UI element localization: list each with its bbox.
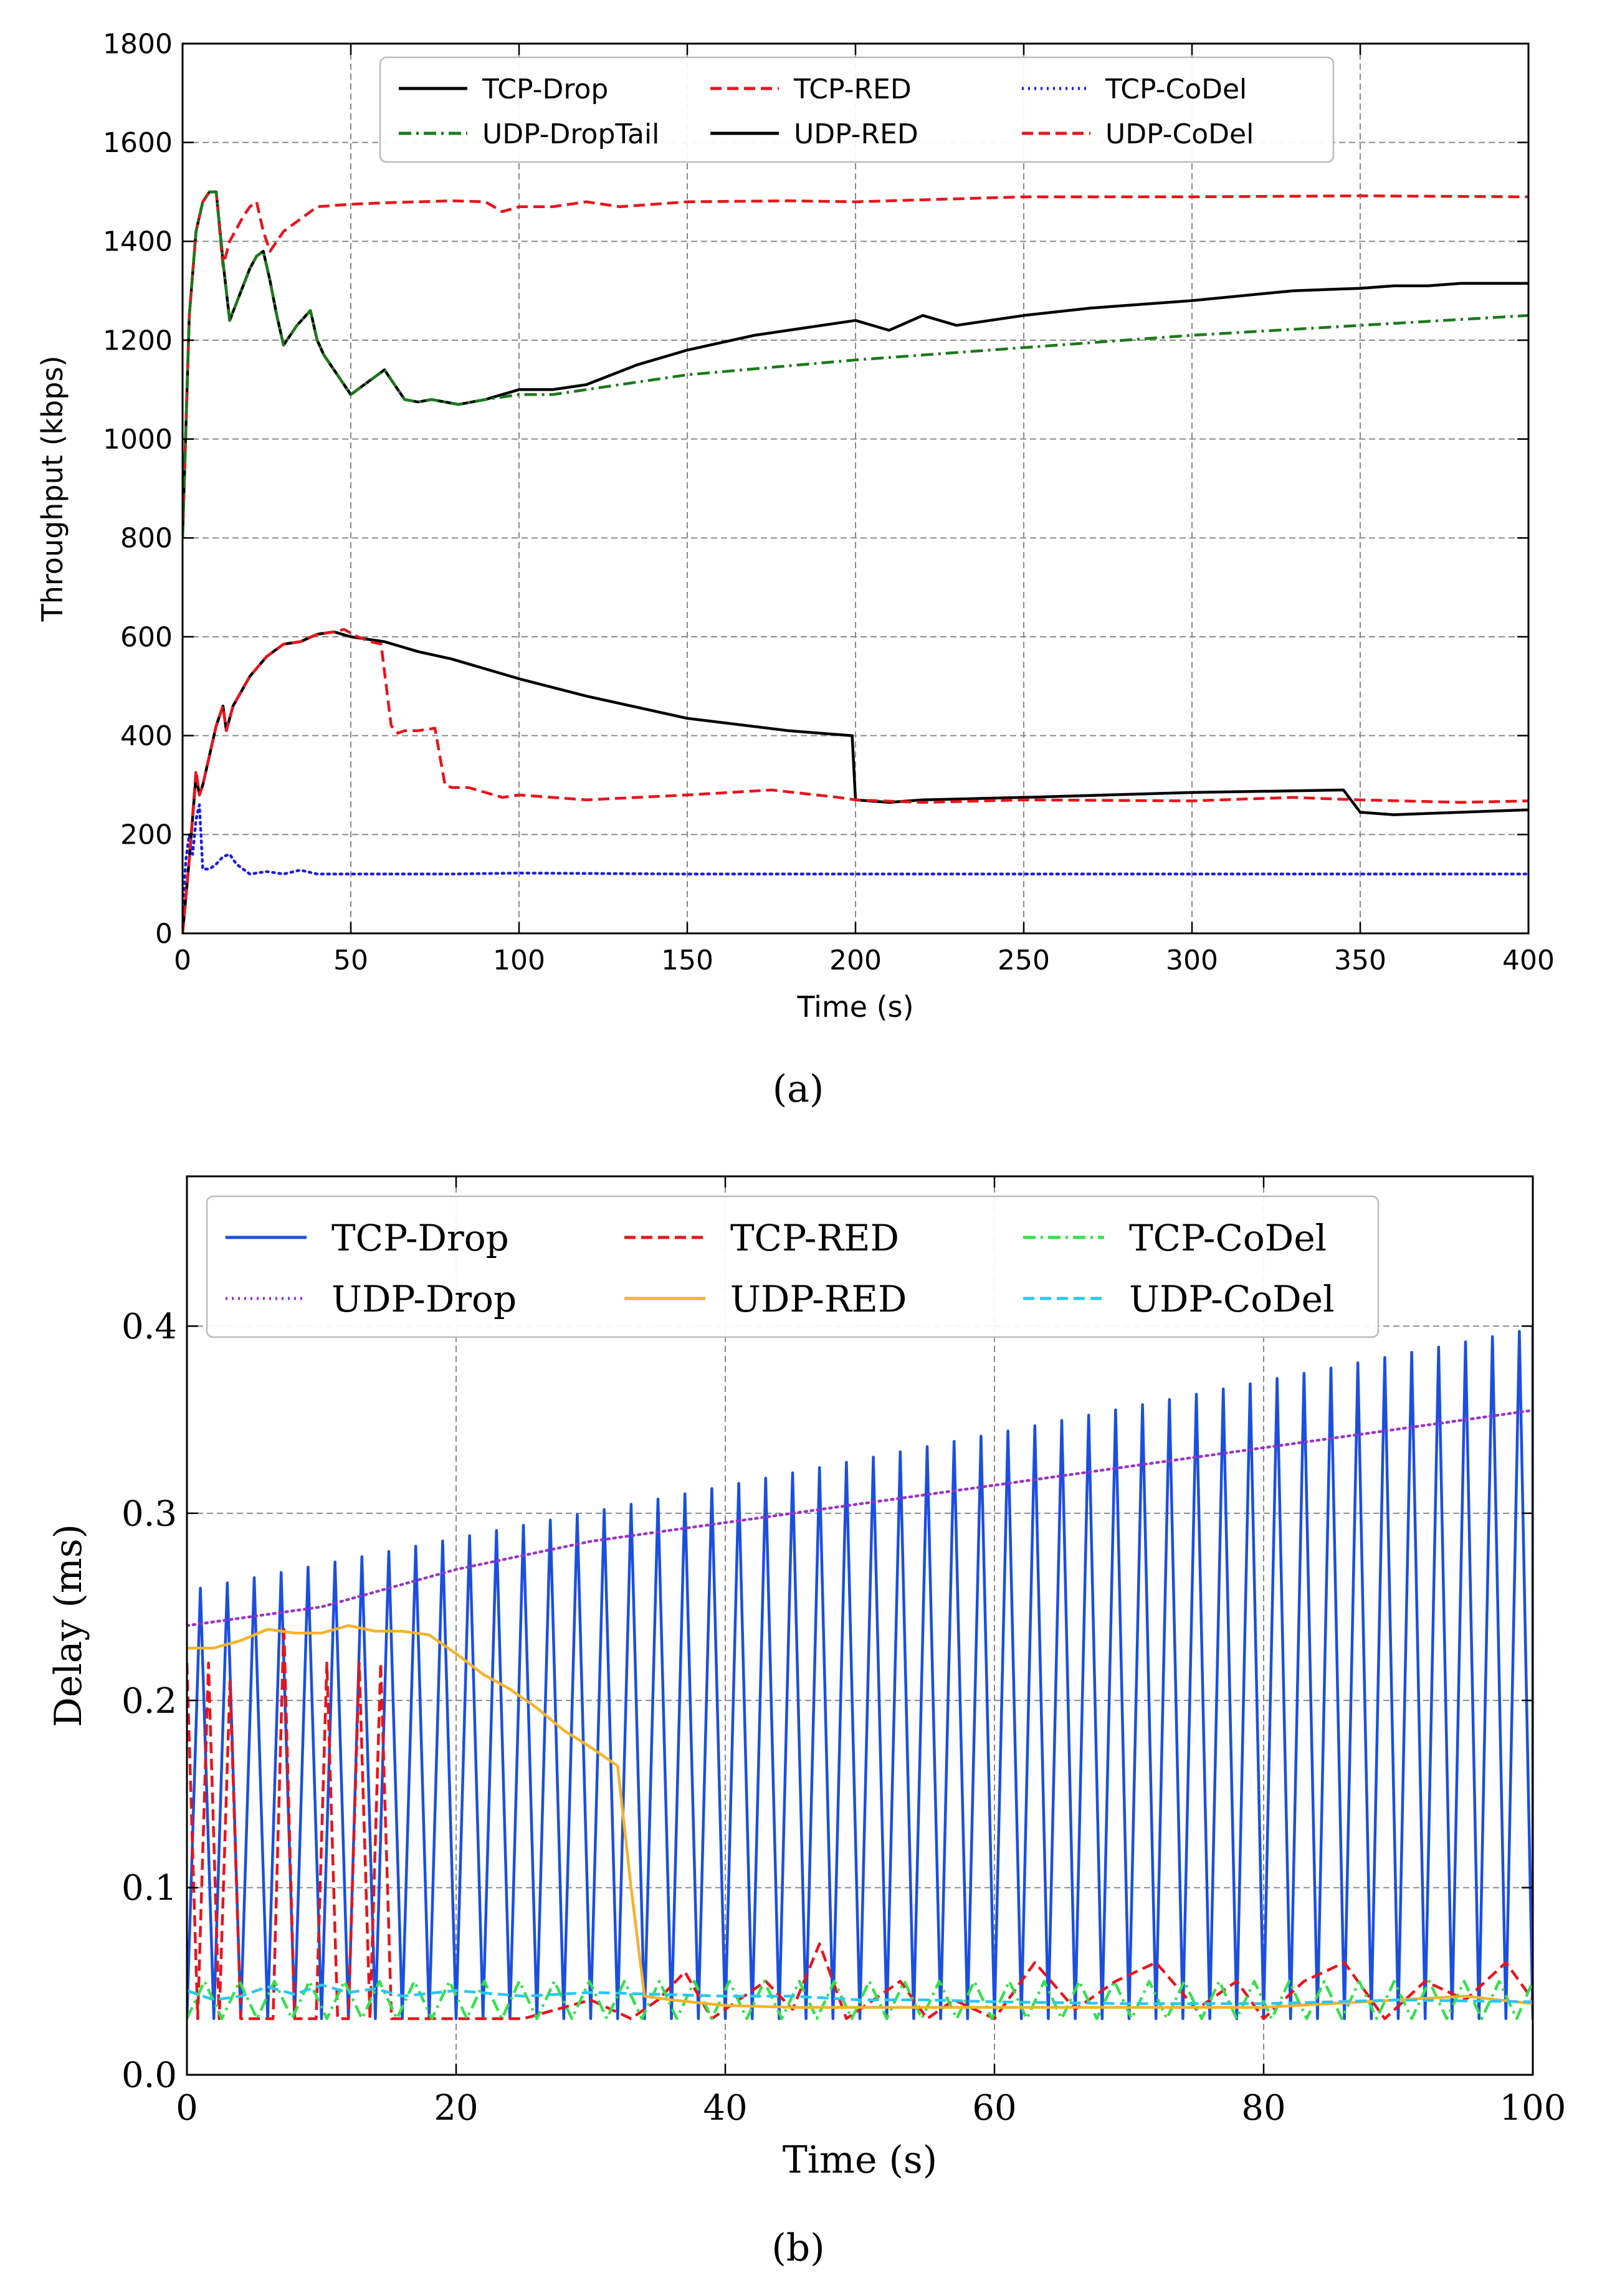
series-line-udp-drop [187, 1409, 1533, 1627]
legend-box [379, 56, 1335, 163]
throughput-chart-ylabel: Throughput (kbps) [36, 356, 69, 622]
y-tick-label: 1200 [103, 325, 173, 356]
x-tick-label: 100 [493, 945, 545, 976]
delay-chart-frame [186, 1175, 1534, 2076]
panel-a-caption: (a) [773, 1067, 824, 1111]
legend-label: TCP-Drop [482, 74, 608, 105]
throughput-chart: 0 50 100 150 200 250 300 350 400 0 200 400 600 800 100… [36, 28, 1555, 1111]
series-line-tcp-red [183, 190, 1528, 538]
throughput-chart-ticks: 0 50 100 150 200 250 300 350 400 0 200 400 600 800 100… [103, 28, 1555, 976]
y-tick-label: 0.0 [122, 2055, 177, 2096]
x-tick-label: 40 [703, 2088, 747, 2128]
legend-label: UDP-CoDel [1129, 1278, 1335, 1320]
throughput-chart-legend: TCP-Drop TCP-RED TCP-CoDel UDP-DropTail UDP-… [379, 56, 1335, 163]
y-tick-label: 0.1 [122, 1868, 177, 1908]
series-line-udp-red [187, 1624, 1533, 2009]
y-tick-label: 0.2 [122, 1681, 177, 1722]
delay-chart-ticks: 0 20 40 60 80 100 0.0 0.1 0.2 0.3 0.4 [122, 1176, 1566, 2128]
x-tick-label: 300 [1166, 945, 1218, 976]
y-tick-label: 0.3 [122, 1493, 177, 1534]
throughput-chart-series [183, 190, 1528, 933]
x-tick-label: 350 [1334, 945, 1386, 976]
legend-label: TCP-Drop [331, 1217, 509, 1259]
series-line-tcp-drop [187, 1326, 1533, 2021]
x-tick-label: 150 [661, 945, 713, 976]
x-tick-label: 20 [434, 2088, 478, 2128]
series-line-udp-codel [183, 627, 1528, 933]
y-tick-label: 1000 [103, 424, 173, 455]
legend-label: UDP-Drop [331, 1278, 517, 1320]
x-tick-label: 60 [972, 2088, 1016, 2128]
series-line-udp-droptail [183, 190, 1528, 538]
x-tick-label: 0 [174, 945, 191, 976]
series-line-tcp-red [187, 1624, 1533, 2021]
y-tick-label: 400 [120, 720, 173, 752]
y-tick-label: 1800 [103, 28, 173, 60]
x-tick-label: 250 [998, 945, 1050, 976]
series-line-udp-codel [187, 1983, 1533, 2006]
y-tick-label: 600 [120, 621, 173, 653]
delay-chart-ylabel: Delay (ms) [47, 1524, 90, 1727]
x-tick-label: 200 [829, 945, 882, 976]
y-tick-label: 800 [120, 523, 173, 555]
y-tick-label: 0.4 [122, 1307, 177, 1347]
legend-label: TCP-CoDel [1105, 74, 1247, 105]
panel-b-caption: (b) [771, 2226, 824, 2270]
delay-chart: 0 20 40 60 80 100 0.0 0.1 0.2 0.3 0.4 Time (s) Del… [47, 1175, 1566, 2270]
delay-chart-xlabel: Time (s) [783, 2138, 937, 2182]
legend-label: UDP-RED [794, 118, 918, 150]
y-tick-label: 0 [155, 918, 173, 950]
legend-label: UDP-DropTail [482, 118, 659, 150]
x-tick-label: 400 [1502, 945, 1555, 976]
x-tick-label: 80 [1241, 2088, 1285, 2128]
legend-label: UDP-RED [730, 1278, 907, 1320]
series-line-tcp-codel [183, 803, 1528, 910]
y-tick-label: 1400 [103, 226, 173, 258]
y-tick-label: 1600 [103, 127, 173, 159]
delay-chart-legend: TCP-Drop TCP-RED TCP-CoDel UDP-Drop UDP-RED U… [206, 1195, 1380, 1338]
x-tick-label: 0 [176, 2088, 198, 2128]
x-tick-label: 100 [1500, 2088, 1566, 2128]
y-tick-label: 200 [120, 819, 173, 851]
legend-label: TCP-CoDel [1129, 1217, 1327, 1259]
throughput-chart-xlabel: Time (s) [796, 990, 913, 1024]
x-tick-label: 50 [333, 945, 368, 976]
legend-label: TCP-RED [793, 74, 912, 105]
legend-label: UDP-CoDel [1105, 118, 1254, 150]
series-line-tcp-codel [187, 1979, 1533, 2021]
delay-chart-series [187, 1326, 1533, 2021]
legend-label: TCP-RED [730, 1217, 899, 1259]
legend-box [206, 1195, 1380, 1338]
